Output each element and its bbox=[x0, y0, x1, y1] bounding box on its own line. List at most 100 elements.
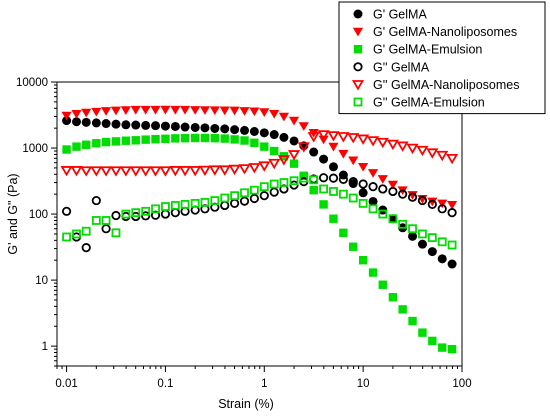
data-point bbox=[368, 268, 378, 277]
data-point bbox=[250, 138, 259, 148]
data-point bbox=[131, 136, 140, 145]
data-point bbox=[240, 188, 249, 198]
data-point bbox=[406, 143, 419, 155]
data-point bbox=[387, 180, 399, 190]
series-4 bbox=[60, 130, 459, 177]
x-tick-label: 1 bbox=[261, 378, 267, 390]
y-axis-label: G' and G" (Pa) bbox=[6, 173, 20, 254]
x-tick-label: 100 bbox=[452, 378, 471, 390]
data-point bbox=[80, 166, 93, 177]
data-point bbox=[101, 216, 111, 225]
data-point bbox=[249, 107, 260, 117]
data-point bbox=[289, 176, 299, 186]
data-point bbox=[357, 134, 370, 145]
data-point bbox=[288, 116, 300, 126]
data-point bbox=[426, 148, 439, 159]
data-point bbox=[92, 139, 101, 148]
data-point bbox=[446, 201, 458, 210]
data-point bbox=[408, 316, 417, 326]
data-point bbox=[338, 149, 349, 159]
data-point bbox=[170, 121, 180, 131]
legend-box bbox=[338, 1, 546, 115]
data-point bbox=[220, 124, 230, 134]
data-point bbox=[121, 120, 131, 130]
data-point bbox=[131, 120, 141, 130]
data-point bbox=[309, 185, 318, 195]
data-point bbox=[259, 128, 269, 138]
data-point bbox=[398, 189, 408, 199]
data-point bbox=[447, 344, 457, 354]
data-point bbox=[111, 137, 121, 146]
data-point bbox=[91, 118, 101, 128]
data-point bbox=[447, 240, 457, 250]
data-point bbox=[328, 162, 338, 172]
data-point bbox=[141, 211, 151, 221]
data-point bbox=[72, 117, 82, 127]
data-point bbox=[270, 146, 279, 156]
data-point bbox=[309, 175, 319, 185]
data-point bbox=[436, 150, 449, 162]
data-point bbox=[209, 106, 220, 116]
legend-marker bbox=[353, 9, 363, 19]
data-point bbox=[239, 196, 250, 206]
data-point bbox=[269, 130, 279, 140]
data-point bbox=[160, 121, 170, 131]
data-point bbox=[446, 153, 459, 165]
data-point bbox=[388, 186, 398, 197]
series-0 bbox=[62, 116, 457, 269]
data-point bbox=[347, 133, 360, 144]
data-point bbox=[149, 166, 162, 177]
data-point bbox=[339, 228, 348, 238]
data-point bbox=[171, 134, 180, 143]
data-point bbox=[408, 231, 418, 241]
data-point bbox=[219, 106, 230, 116]
legend-marker bbox=[353, 62, 363, 72]
data-point bbox=[259, 191, 269, 201]
data-point bbox=[388, 293, 398, 302]
data-point bbox=[91, 195, 101, 206]
data-point bbox=[239, 107, 250, 116]
data-point bbox=[277, 155, 291, 166]
series-2 bbox=[62, 133, 457, 354]
x-tick-label: 0.01 bbox=[55, 378, 77, 390]
data-point bbox=[337, 132, 350, 143]
data-point bbox=[297, 142, 310, 153]
data-point bbox=[338, 189, 348, 199]
data-point bbox=[329, 187, 338, 196]
data-point bbox=[109, 166, 123, 177]
data-point bbox=[408, 224, 417, 234]
data-point bbox=[169, 166, 182, 177]
data-point bbox=[151, 121, 161, 131]
data-point bbox=[388, 214, 398, 224]
data-point bbox=[319, 154, 329, 164]
legend-marker bbox=[351, 80, 365, 91]
data-point bbox=[141, 135, 150, 144]
data-point bbox=[111, 119, 121, 129]
data-point bbox=[100, 166, 113, 177]
data-point bbox=[437, 237, 447, 247]
data-point bbox=[437, 204, 447, 214]
data-point bbox=[319, 200, 328, 209]
y-tick-label: 1 bbox=[42, 341, 48, 353]
data-point bbox=[121, 136, 131, 145]
data-point bbox=[140, 105, 151, 115]
legend-marker bbox=[353, 45, 363, 54]
data-point bbox=[368, 196, 378, 206]
data-point bbox=[328, 142, 339, 152]
data-point bbox=[71, 109, 82, 119]
legend-label: G' GelMA-Emulsion bbox=[373, 43, 482, 57]
data-point bbox=[229, 106, 240, 116]
data-point bbox=[210, 133, 220, 143]
data-point bbox=[240, 125, 250, 135]
data-point bbox=[427, 233, 437, 243]
data-point bbox=[418, 328, 427, 337]
plot-marks bbox=[60, 105, 459, 354]
data-point bbox=[238, 164, 251, 175]
data-point bbox=[220, 200, 230, 211]
data-point bbox=[91, 107, 102, 117]
data-point bbox=[327, 131, 340, 142]
data-point bbox=[348, 179, 358, 189]
data-point bbox=[386, 139, 399, 151]
data-point bbox=[91, 216, 101, 225]
data-point bbox=[338, 174, 348, 184]
